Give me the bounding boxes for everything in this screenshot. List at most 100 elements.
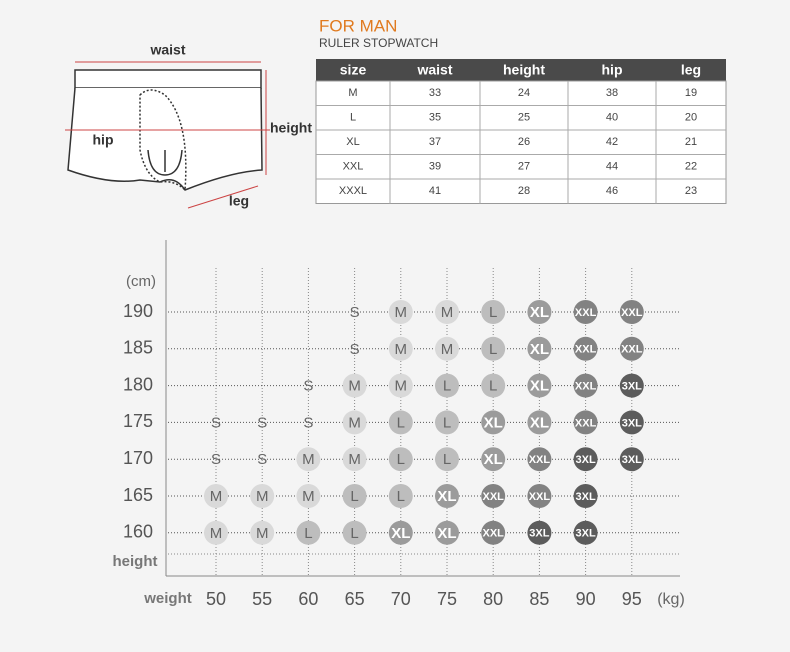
size-dot: [573, 484, 598, 508]
size-label: XXL: [482, 491, 504, 503]
size-dot: [435, 410, 459, 435]
table-body-bg: [315, 80, 727, 204]
y-tick-label: 175: [123, 411, 153, 431]
size-label: M: [256, 488, 269, 505]
size-label: XL: [530, 378, 549, 395]
size-dot: [435, 300, 459, 324]
table-cell: 40: [606, 112, 618, 124]
y-unit: (cm): [126, 273, 156, 290]
size-dot: [481, 447, 506, 472]
size-dot: [481, 373, 506, 398]
size-label: M: [302, 451, 315, 468]
table-cell: 42: [606, 136, 618, 148]
size-label: S: [350, 341, 360, 358]
x-tick-label: 90: [576, 589, 596, 609]
size-label: M: [441, 304, 454, 321]
size-dot: [481, 520, 506, 545]
size-dot: [481, 484, 506, 508]
size-dot: [388, 484, 413, 508]
size-label: S: [350, 304, 360, 321]
size-label: M: [348, 378, 361, 395]
table-cell: 23: [685, 185, 697, 197]
size-label: XL: [437, 488, 456, 505]
size-label: S: [211, 451, 221, 468]
y-tick-label: 180: [123, 374, 153, 394]
y-tick-label: 165: [123, 485, 153, 505]
table-cell: 25: [518, 112, 530, 124]
size-label: 3XL: [622, 381, 642, 393]
size-dot: [435, 447, 459, 472]
y-label: height: [113, 553, 158, 570]
size-label: L: [489, 378, 497, 395]
table-cell: 28: [518, 185, 530, 197]
size-label: L: [397, 414, 405, 431]
table-header-cell: height: [503, 62, 545, 78]
table-header-cell: waist: [416, 62, 452, 78]
size-label: L: [443, 451, 451, 468]
table-cell: 38: [606, 87, 618, 99]
size-dot: [435, 520, 459, 545]
table-cell: XXXL: [339, 185, 367, 197]
size-dot: [342, 484, 367, 508]
size-dot: [388, 410, 413, 435]
size-label: M: [210, 525, 223, 542]
size-label: L: [350, 488, 358, 505]
size-label: XXL: [575, 344, 597, 356]
size-grid: 50 55 60 65 70 75 80 85 90 95 190 185 180 175 170 165 16…: [123, 240, 680, 609]
size-label: 3XL: [622, 417, 642, 429]
size-dot: [481, 300, 506, 324]
table-cell: 41: [429, 185, 441, 197]
size-dot: [435, 373, 459, 398]
leg-label: leg: [229, 193, 249, 209]
size-label: M: [348, 414, 361, 431]
table-header-cell: leg: [681, 62, 701, 78]
size-label: L: [304, 525, 312, 542]
size-dot: [204, 484, 228, 508]
table-cell: L: [350, 112, 356, 124]
size-label: XXL: [529, 454, 551, 466]
size-dot: [204, 520, 228, 545]
size-label: XL: [530, 304, 549, 321]
size-dot: [250, 520, 275, 545]
size-dot: [388, 300, 413, 324]
size-label: L: [397, 451, 405, 468]
size-dot: [573, 410, 598, 435]
x-tick-label: 85: [529, 589, 549, 609]
x-tick-label: 65: [345, 589, 365, 609]
size-label: 3XL: [529, 528, 549, 540]
size-dot: [388, 447, 413, 472]
size-label: XL: [530, 414, 549, 431]
table-header-cell: size: [340, 62, 367, 78]
table-cell: XXL: [343, 161, 364, 173]
size-label: XL: [530, 341, 549, 358]
size-label: L: [443, 414, 451, 431]
x-tick-label: 80: [483, 589, 503, 609]
table-cell: 26: [518, 136, 530, 148]
hip-label: hip: [93, 132, 114, 148]
size-dot: [527, 336, 552, 361]
size-dot: [527, 410, 552, 435]
size-label: XXL: [529, 491, 551, 503]
size-dot: [342, 447, 367, 472]
size-dot: [619, 410, 644, 435]
size-label: S: [303, 414, 313, 431]
size-dot: [296, 447, 321, 472]
size-label: S: [257, 414, 267, 431]
table-cell: 27: [518, 161, 530, 173]
size-label: XL: [484, 451, 503, 468]
size-dot: [250, 484, 275, 508]
title: FOR MAN: [319, 16, 397, 35]
waist-label: waist: [149, 42, 185, 58]
x-tick-label: 50: [206, 589, 226, 609]
x-label: weight: [143, 590, 192, 607]
size-dot: [296, 484, 321, 508]
size-label: XXL: [621, 344, 643, 356]
size-label: XXL: [575, 417, 597, 429]
size-label: M: [256, 525, 269, 542]
size-label: L: [489, 304, 497, 321]
size-dot: [481, 410, 506, 435]
table-cell: 24: [518, 87, 530, 99]
underwear-diagram: [65, 61, 270, 209]
table-header-bg: [316, 59, 726, 81]
